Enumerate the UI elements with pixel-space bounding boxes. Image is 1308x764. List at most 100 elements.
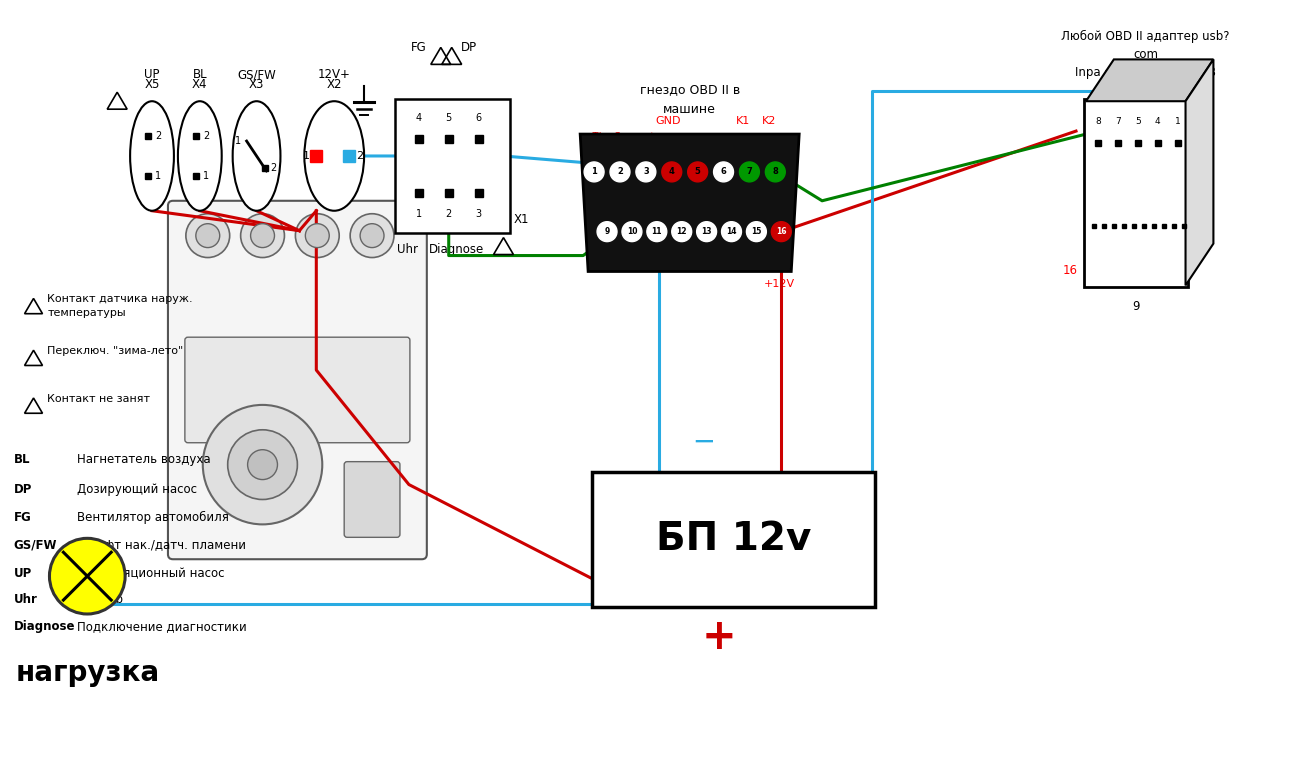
Text: Diagnose: Diagnose xyxy=(13,620,75,633)
Text: 2: 2 xyxy=(356,151,364,161)
Text: X4: X4 xyxy=(192,78,208,91)
Circle shape xyxy=(636,162,655,182)
Text: com: com xyxy=(1133,48,1158,61)
Circle shape xyxy=(203,405,322,524)
Text: BL: BL xyxy=(13,453,30,466)
FancyBboxPatch shape xyxy=(184,337,409,442)
Text: GND: GND xyxy=(655,116,680,126)
Text: 2: 2 xyxy=(203,131,209,141)
Ellipse shape xyxy=(305,101,364,211)
Circle shape xyxy=(351,214,394,257)
Text: 1: 1 xyxy=(234,136,241,146)
Text: +12V: +12V xyxy=(764,280,795,290)
Text: 6: 6 xyxy=(721,167,726,176)
Text: 14: 14 xyxy=(726,227,736,236)
Text: 13: 13 xyxy=(701,227,712,236)
Text: X2: X2 xyxy=(327,78,341,91)
Circle shape xyxy=(228,430,297,500)
FancyBboxPatch shape xyxy=(167,201,426,559)
Circle shape xyxy=(50,539,126,614)
Ellipse shape xyxy=(129,101,174,211)
Text: 15: 15 xyxy=(751,227,761,236)
Circle shape xyxy=(662,162,681,182)
Text: 5: 5 xyxy=(1135,117,1141,126)
Text: нагрузка: нагрузка xyxy=(16,659,160,687)
Circle shape xyxy=(623,222,642,241)
Circle shape xyxy=(765,162,785,182)
Circle shape xyxy=(241,214,284,257)
Text: UP: UP xyxy=(13,567,31,580)
Text: Uhr: Uhr xyxy=(396,243,419,256)
Text: БП 12v: БП 12v xyxy=(655,520,811,558)
Text: Uhr: Uhr xyxy=(13,593,38,606)
Text: 9: 9 xyxy=(1131,300,1139,313)
Ellipse shape xyxy=(233,101,280,211)
Circle shape xyxy=(697,222,717,241)
Text: 6: 6 xyxy=(476,113,481,123)
Text: 1: 1 xyxy=(203,171,209,181)
Text: 1: 1 xyxy=(156,171,161,181)
Text: 1: 1 xyxy=(302,151,309,161)
Text: Контакт датчика наруж.: Контакт датчика наруж. xyxy=(47,294,194,304)
Circle shape xyxy=(585,162,604,182)
Text: 3: 3 xyxy=(644,167,649,176)
Circle shape xyxy=(251,224,275,248)
Text: 12: 12 xyxy=(676,227,687,236)
Circle shape xyxy=(296,214,339,257)
Circle shape xyxy=(360,224,385,248)
Text: 4: 4 xyxy=(416,113,422,123)
FancyBboxPatch shape xyxy=(593,471,875,607)
Text: Inpa совместимый USB: Inpa совместимый USB xyxy=(1075,66,1216,79)
Circle shape xyxy=(247,450,277,480)
Circle shape xyxy=(647,222,667,241)
Text: K2: K2 xyxy=(763,116,777,126)
Polygon shape xyxy=(1185,60,1214,286)
Text: DP: DP xyxy=(460,41,476,54)
Text: UP: UP xyxy=(144,68,160,81)
Text: DP: DP xyxy=(13,483,31,496)
Text: ─: ─ xyxy=(696,429,712,457)
Text: BL: BL xyxy=(192,68,207,81)
Text: 2: 2 xyxy=(446,209,451,219)
Text: +: + xyxy=(701,616,736,658)
Text: 8: 8 xyxy=(773,167,778,176)
Circle shape xyxy=(722,222,742,241)
Text: машине: машине xyxy=(663,103,715,116)
FancyBboxPatch shape xyxy=(344,461,400,537)
Circle shape xyxy=(739,162,760,182)
Circle shape xyxy=(596,222,617,241)
Circle shape xyxy=(196,224,220,248)
Text: 7: 7 xyxy=(747,167,752,176)
Text: Переключ. "зима-лето": Переключ. "зима-лето" xyxy=(47,346,183,356)
Text: X3: X3 xyxy=(249,78,264,91)
Text: Вентилятор автомобиля: Вентилятор автомобиля xyxy=(77,511,229,524)
Text: 11: 11 xyxy=(651,227,662,236)
Text: 1: 1 xyxy=(416,209,422,219)
Text: X1: X1 xyxy=(514,212,528,225)
Circle shape xyxy=(672,222,692,241)
Text: 1: 1 xyxy=(591,167,596,176)
Polygon shape xyxy=(581,134,799,271)
Ellipse shape xyxy=(178,101,222,211)
Text: Циркуляционный насос: Циркуляционный насос xyxy=(77,567,225,580)
Text: 1: 1 xyxy=(1175,117,1180,126)
Circle shape xyxy=(772,222,791,241)
Text: 4: 4 xyxy=(668,167,675,176)
Text: GS/FW: GS/FW xyxy=(237,68,276,81)
Text: The Connector: The Connector xyxy=(593,132,663,142)
Text: 9: 9 xyxy=(604,227,610,236)
Text: гнездо OBD II в: гнездо OBD II в xyxy=(640,83,740,96)
Text: 3: 3 xyxy=(476,209,481,219)
Circle shape xyxy=(714,162,734,182)
Text: 4: 4 xyxy=(1155,117,1160,126)
Text: FG: FG xyxy=(13,511,31,524)
Text: 7: 7 xyxy=(1114,117,1121,126)
FancyBboxPatch shape xyxy=(1084,99,1188,287)
Text: Любой OBD II адаптер usb?: Любой OBD II адаптер usb? xyxy=(1062,31,1230,44)
Text: Контакт не занят: Контакт не занят xyxy=(47,394,150,404)
Circle shape xyxy=(186,214,230,257)
Text: GS/FW: GS/FW xyxy=(13,539,58,552)
Text: Штифт нак./датч. пламени: Штифт нак./датч. пламени xyxy=(77,539,246,552)
Text: температуры: температуры xyxy=(47,309,126,319)
FancyBboxPatch shape xyxy=(395,99,510,233)
